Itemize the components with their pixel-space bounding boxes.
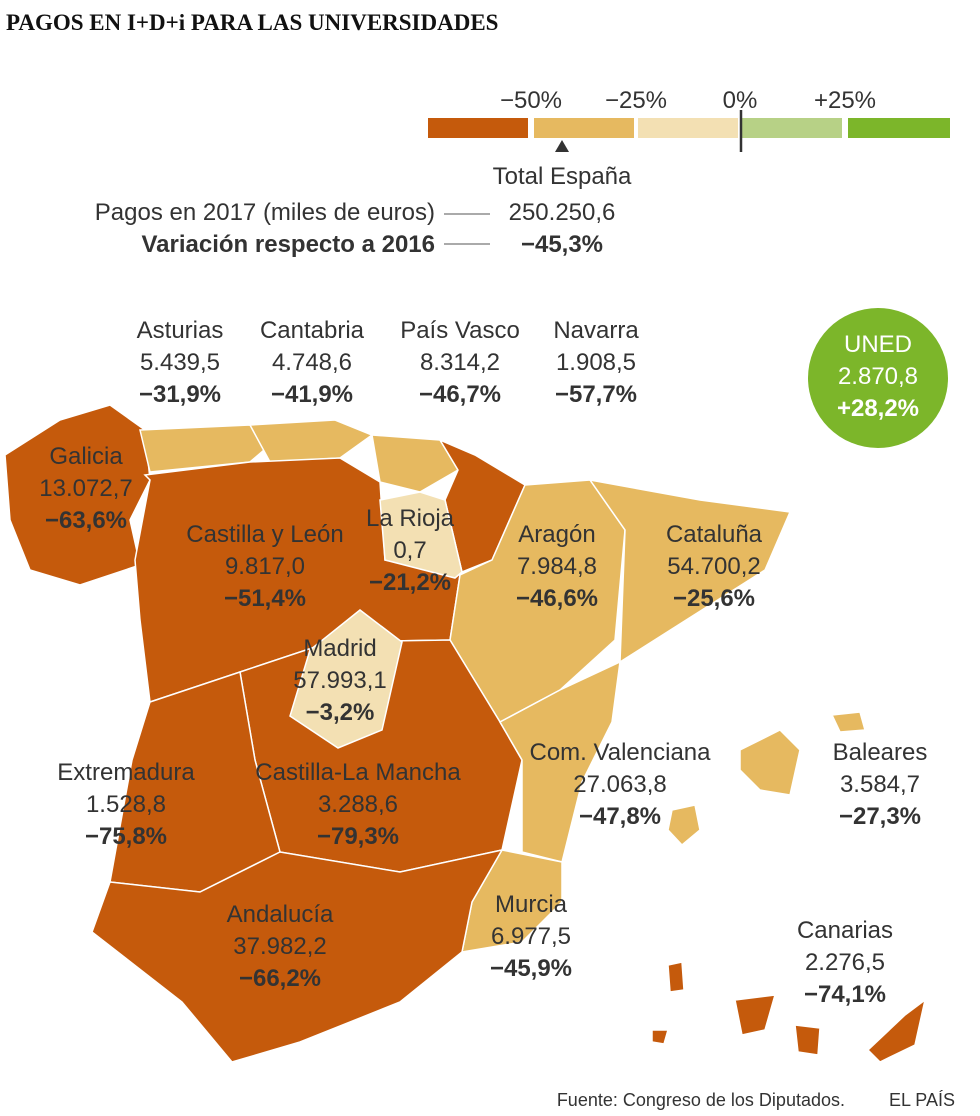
region-la-rioja (379, 491, 463, 579)
region-change: −31,9% (139, 381, 221, 408)
region-value: 8.314,2 (420, 349, 500, 376)
region-canarias-4 (866, 998, 927, 1063)
legend-swatch (848, 118, 950, 138)
region-change: −66,2% (239, 965, 321, 992)
region-value: 1.908,5 (556, 349, 636, 376)
region-value: 37.982,2 (233, 933, 326, 960)
region-value: 27.063,8 (573, 771, 666, 798)
total-payments: 250.250,6 (509, 199, 616, 226)
region-name: Extremadura (57, 759, 195, 786)
region-name: Cantabria (260, 317, 365, 344)
legend-label: −25% (605, 87, 667, 114)
source: Fuente: Congreso de los Diputados. (557, 1090, 845, 1110)
region-asturias (139, 424, 272, 473)
region-name: La Rioja (366, 505, 455, 532)
legend-label: 0% (723, 87, 758, 114)
region-change: −25,6% (673, 585, 755, 612)
region-change: −75,8% (85, 823, 167, 850)
region-name: Murcia (495, 891, 568, 918)
legend-swatch (638, 118, 738, 138)
region-name: Castilla-La Mancha (255, 759, 461, 786)
region-name: Canarias (797, 917, 893, 944)
region-value: 0,7 (393, 537, 426, 564)
region-change: −21,2% (369, 569, 451, 596)
legend-swatch (742, 118, 842, 138)
region-name: UNED (844, 331, 912, 358)
region-canarias-2 (734, 994, 777, 1036)
region-cantabria (248, 419, 374, 463)
region-name: Andalucía (227, 901, 334, 928)
uned-circle (808, 308, 948, 448)
region-value: 4.748,6 (272, 349, 352, 376)
region-navarra (438, 438, 526, 574)
legend-label: +25% (814, 87, 876, 114)
legend-swatch (428, 118, 528, 138)
region-change: −63,6% (45, 507, 127, 534)
title: PAGOS EN I+D+i PARA LAS UNIVERSIDADES (6, 10, 498, 35)
region-value: 3.584,7 (840, 771, 920, 798)
payments-label: Pagos en 2017 (miles de euros) (95, 199, 435, 226)
total-change: −45,3% (521, 231, 603, 258)
region-value: 1.528,8 (86, 791, 166, 818)
region-value: 3.288,6 (318, 791, 398, 818)
region-value: 57.993,1 (293, 667, 386, 694)
region-canarias-1 (667, 961, 685, 993)
region-change: −79,3% (317, 823, 399, 850)
region-change: −3,2% (306, 699, 375, 726)
region-change: −46,7% (419, 381, 501, 408)
region-pais-vasco (371, 434, 460, 493)
region-value: 2.276,5 (805, 949, 885, 976)
region-menorca (830, 711, 866, 733)
region-change: −45,9% (490, 955, 572, 982)
region-cataluna (588, 478, 792, 664)
region-name: Galicia (49, 443, 123, 470)
region-value: 2.870,8 (838, 363, 918, 390)
region-value: 13.072,7 (39, 475, 132, 502)
total-label: Total España (493, 163, 632, 190)
legend-swatch (534, 118, 634, 138)
total-marker (555, 140, 569, 152)
brand: EL PAÍS (889, 1090, 955, 1110)
region-value: 6.977,5 (491, 923, 571, 950)
region-name: Com. Valenciana (530, 739, 712, 766)
region-value: 5.439,5 (140, 349, 220, 376)
region-name: Asturias (137, 317, 224, 344)
region-value: 54.700,2 (667, 553, 760, 580)
region-name: Madrid (303, 635, 376, 662)
region-change: −27,3% (839, 803, 921, 830)
region-valenciana (498, 660, 621, 863)
region-change: +28,2% (837, 395, 919, 422)
region-ibiza (667, 804, 701, 847)
region-change: −41,9% (271, 381, 353, 408)
region-madrid (289, 609, 403, 749)
region-change: −74,1% (804, 981, 886, 1008)
region-change: −51,4% (224, 585, 306, 612)
regions (4, 404, 927, 1063)
region-change: −47,8% (579, 803, 661, 830)
region-name: Castilla y León (186, 521, 343, 548)
legend-label: −50% (500, 87, 562, 114)
change-label: Variación respecto a 2016 (141, 231, 435, 258)
region-change: −46,6% (516, 585, 598, 612)
region-name: Baleares (833, 739, 928, 766)
region-change: −57,7% (555, 381, 637, 408)
region-name: Navarra (553, 317, 639, 344)
region-value: 7.984,8 (517, 553, 597, 580)
region-name: Aragón (518, 521, 595, 548)
region-mallorca (739, 729, 801, 796)
region-name: Cataluña (666, 521, 763, 548)
region-canarias-3 (794, 1024, 821, 1056)
region-andalucia (91, 848, 504, 1063)
region-canarias-5 (651, 1029, 669, 1045)
region-value: 9.817,0 (225, 553, 305, 580)
region-name: País Vasco (400, 317, 520, 344)
region-galicia (4, 404, 151, 586)
